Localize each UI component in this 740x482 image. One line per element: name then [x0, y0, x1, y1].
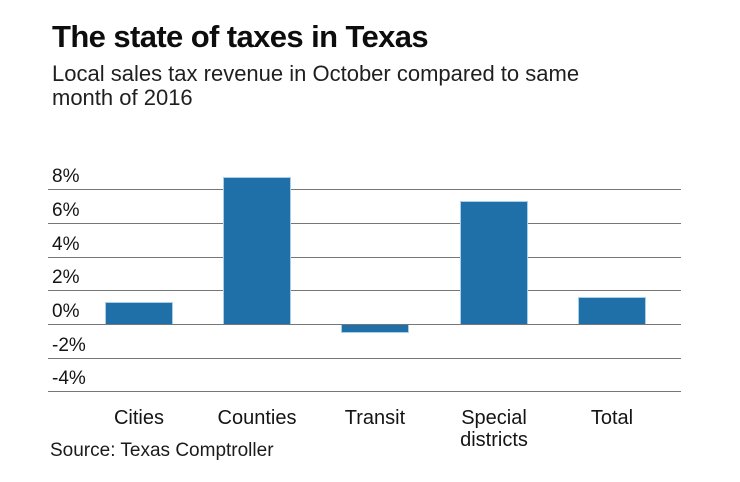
x-axis-label-total: Total: [590, 407, 634, 429]
y-tick-label--4-: -4%: [52, 368, 86, 389]
chart-subtitle: Local sales tax revenue in October compa…: [52, 62, 579, 110]
gridline-6: [48, 223, 681, 224]
chart-source: Source: Texas Comptroller: [50, 440, 274, 461]
chart-subtitle-line-1: Local sales tax revenue in October compa…: [52, 61, 580, 86]
gridline--2: [48, 358, 681, 359]
y-tick-label-4-: 4%: [52, 234, 80, 255]
gridline-8: [48, 189, 681, 190]
gridline-0: [48, 324, 681, 325]
bar-transit: [341, 325, 409, 333]
y-tick-label-6-: 6%: [52, 200, 80, 221]
y-tick-label-0-: 0%: [52, 301, 80, 322]
y-tick-label-2-: 2%: [52, 267, 80, 288]
gridline-2: [48, 290, 681, 291]
x-axis-label-transit: Transit: [344, 407, 406, 429]
x-axis-label-counties: Counties: [217, 407, 297, 429]
y-tick-label-8-: 8%: [52, 166, 80, 187]
gridline--4: [48, 391, 681, 392]
chart-subtitle-line-2: month of 2016: [52, 85, 193, 110]
gridline-4: [48, 257, 681, 258]
x-axis-label-special-districts: Special districts: [460, 407, 528, 451]
bar-counties: [223, 177, 291, 324]
bar-total: [578, 297, 646, 324]
y-tick-label--2-: -2%: [52, 335, 86, 356]
chart-title: The state of taxes in Texas: [52, 19, 429, 54]
x-axis-label-cities: Cities: [113, 407, 164, 429]
bar-cities: [105, 302, 173, 324]
bar-special-districts: [460, 201, 528, 324]
